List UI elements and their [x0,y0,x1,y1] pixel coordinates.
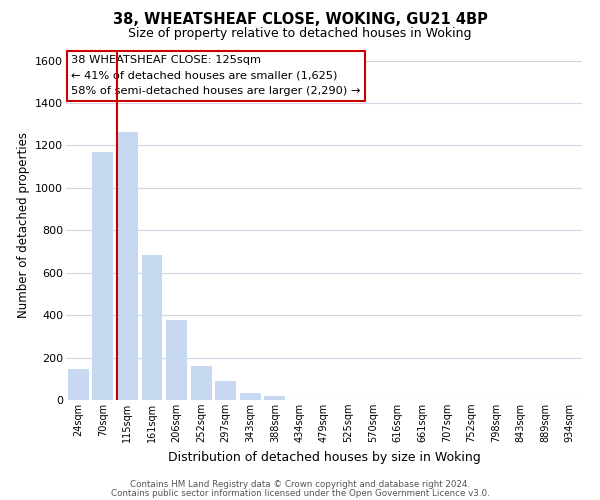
Text: Contains public sector information licensed under the Open Government Licence v3: Contains public sector information licen… [110,488,490,498]
Bar [92,152,113,400]
Text: Size of property relative to detached houses in Woking: Size of property relative to detached ho… [128,28,472,40]
Text: 38, WHEATSHEAF CLOSE, WOKING, GU21 4BP: 38, WHEATSHEAF CLOSE, WOKING, GU21 4BP [113,12,487,28]
X-axis label: Distribution of detached houses by size in Woking: Distribution of detached houses by size … [167,450,481,464]
Text: 38 WHEATSHEAF CLOSE: 125sqm
← 41% of detached houses are smaller (1,625)
58% of : 38 WHEATSHEAF CLOSE: 125sqm ← 41% of det… [71,55,361,96]
Bar [117,132,138,400]
Bar [68,368,89,400]
Bar [191,366,212,400]
Text: Contains HM Land Registry data © Crown copyright and database right 2024.: Contains HM Land Registry data © Crown c… [130,480,470,489]
Bar [166,320,187,400]
Y-axis label: Number of detached properties: Number of detached properties [17,132,29,318]
Bar [142,254,163,400]
Bar [265,396,286,400]
Bar [240,392,261,400]
Bar [215,381,236,400]
